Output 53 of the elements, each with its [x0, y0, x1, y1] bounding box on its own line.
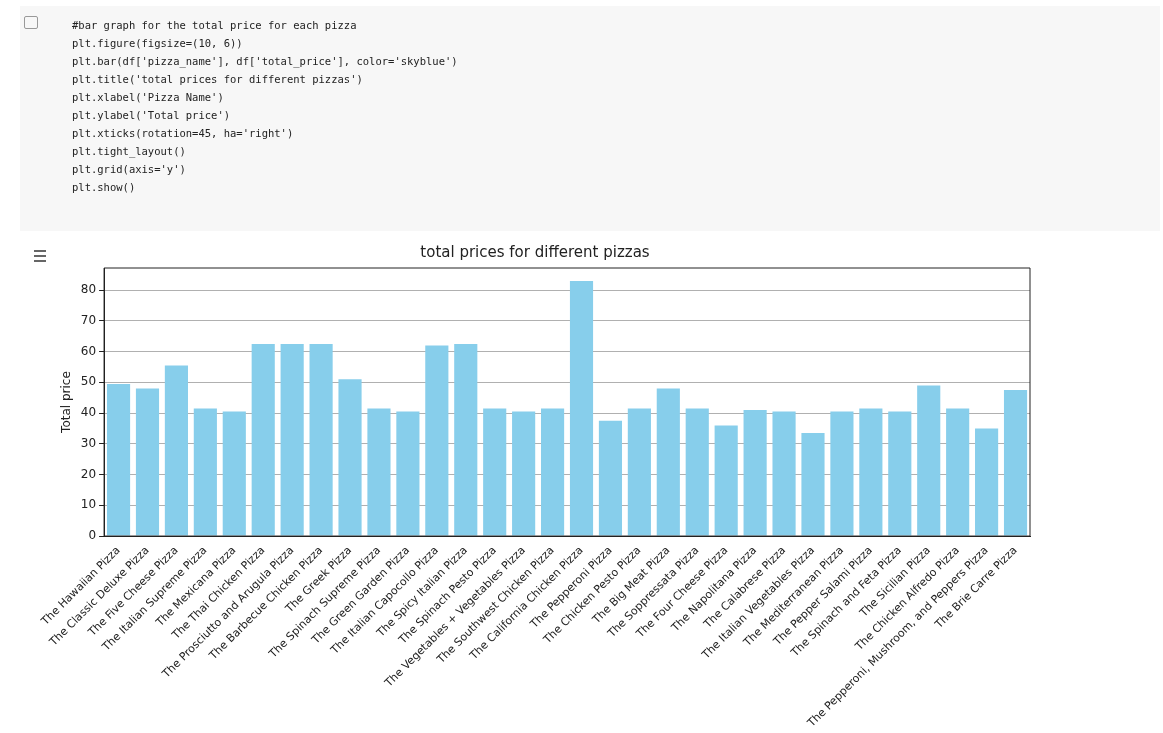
bar: [772, 411, 796, 536]
bar: [164, 365, 188, 536]
text: plt.figure(figsize=(10, 6)): [72, 36, 244, 51]
y-tick-label: 10: [80, 497, 97, 512]
bar: [367, 408, 391, 536]
bar: [425, 345, 449, 536]
bar: [396, 411, 420, 536]
text: #bar graph for the total price for each pizza: [72, 18, 358, 33]
bar: [454, 343, 478, 536]
text: plt.show(): [72, 180, 137, 195]
bar: [512, 411, 536, 536]
bar: [801, 433, 825, 536]
bar: [714, 425, 738, 536]
bar: [685, 408, 709, 536]
y-tick-label: 60: [80, 343, 97, 358]
bar: [859, 408, 883, 536]
bar: [222, 411, 246, 536]
text: plt.tight_layout(): [72, 144, 187, 160]
y-tick-label: 80: [80, 282, 97, 297]
bar: [106, 383, 131, 536]
bar: [1003, 390, 1028, 536]
text: plt.xticks(rotation=45, ha='right'): [72, 126, 295, 141]
bar: [946, 408, 970, 536]
y-tick-label: 70: [80, 313, 97, 327]
bar: [251, 343, 275, 536]
bar: [917, 385, 941, 536]
y-tick-label: 40: [80, 405, 97, 420]
y-tick-label: 30: [80, 435, 97, 450]
bar: [743, 410, 767, 536]
bar: [338, 379, 362, 536]
bar: [830, 411, 854, 536]
y-axis-title: Total price: [58, 371, 73, 434]
chart-title: total prices for different pizzas: [420, 242, 650, 261]
text: plt.title('total prices for different pizzas'): [72, 72, 364, 87]
bar: [627, 408, 651, 536]
y-tick-label: 20: [80, 466, 97, 481]
bar: [569, 280, 594, 536]
y-tick-label: 0: [88, 528, 97, 543]
bar: [135, 388, 160, 536]
bar: [483, 408, 507, 536]
bar: [280, 343, 304, 536]
text: plt.xlabel('Pizza Name'): [72, 90, 225, 105]
bar: [598, 420, 623, 536]
text: plt.ylabel('Total price'): [72, 108, 232, 123]
bar: [975, 428, 999, 536]
text: plt.bar(df['pizza_name'], df['total_price'], color='skyblue'): [72, 54, 458, 70]
text: plt.grid(axis='y'): [72, 162, 187, 177]
bar: [888, 411, 912, 536]
bar: [656, 388, 680, 536]
y-tick-label: 50: [80, 374, 97, 389]
bar: [309, 343, 333, 536]
bar: [541, 408, 565, 536]
bar: [193, 408, 217, 536]
